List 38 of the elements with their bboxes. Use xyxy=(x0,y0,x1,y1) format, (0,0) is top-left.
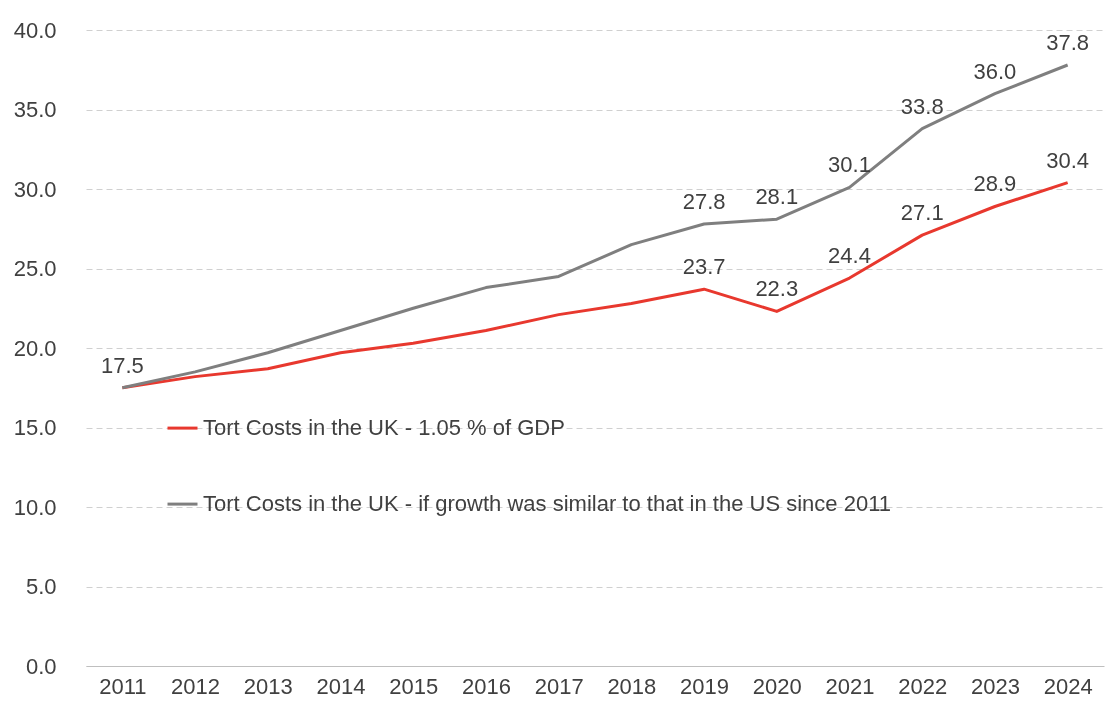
legend-label: Tort Costs in the UK - if growth was similar to that in the US since 2011 xyxy=(203,491,891,517)
data-label: 37.8 xyxy=(1046,29,1090,55)
data-label: 23.7 xyxy=(682,254,726,280)
data-label: 30.4 xyxy=(1046,147,1090,173)
data-label: 28.1 xyxy=(755,184,799,210)
x-tick-label: 2019 xyxy=(680,673,730,699)
data-label: 28.9 xyxy=(973,171,1017,197)
data-label: 24.4 xyxy=(828,243,871,269)
data-label: 33.8 xyxy=(900,93,944,119)
x-tick-label: 2012 xyxy=(171,673,221,699)
x-tick-label: 2011 xyxy=(99,673,147,699)
data-label: 30.1 xyxy=(828,152,871,178)
x-tick-label: 2016 xyxy=(461,673,511,699)
y-tick-label: 10.0 xyxy=(13,494,57,520)
x-tick-label: 2022 xyxy=(898,673,948,699)
x-tick-label: 2024 xyxy=(1043,673,1093,699)
data-label: 36.0 xyxy=(973,58,1017,84)
y-tick-label: 30.0 xyxy=(13,176,57,202)
x-tick-label: 2015 xyxy=(389,673,439,699)
y-tick-label: 20.0 xyxy=(13,335,57,361)
x-tick-label: 2023 xyxy=(970,673,1020,699)
x-tick-label: 2013 xyxy=(243,673,293,699)
x-tick-label: 2017 xyxy=(534,673,584,699)
data-label: 27.8 xyxy=(682,188,726,214)
y-tick-label: 40.0 xyxy=(13,17,57,43)
y-tick-label: 35.0 xyxy=(13,97,57,122)
data-label: 27.1 xyxy=(900,200,944,226)
x-tick-label: 2021 xyxy=(825,673,875,699)
y-tick-label: 0.0 xyxy=(25,653,57,679)
x-tick-label: 2020 xyxy=(752,673,802,699)
data-label: 17.5 xyxy=(100,352,144,378)
data-label: 22.3 xyxy=(755,276,799,302)
x-tick-label: 2014 xyxy=(316,673,366,699)
y-tick-label: 25.0 xyxy=(13,256,57,281)
y-tick-label: 15.0 xyxy=(13,415,57,440)
x-tick-label: 2018 xyxy=(607,673,657,699)
y-tick-label: 5.0 xyxy=(25,574,57,599)
legend-label: Tort Costs in the UK - 1.05 % of GDP xyxy=(203,415,565,441)
